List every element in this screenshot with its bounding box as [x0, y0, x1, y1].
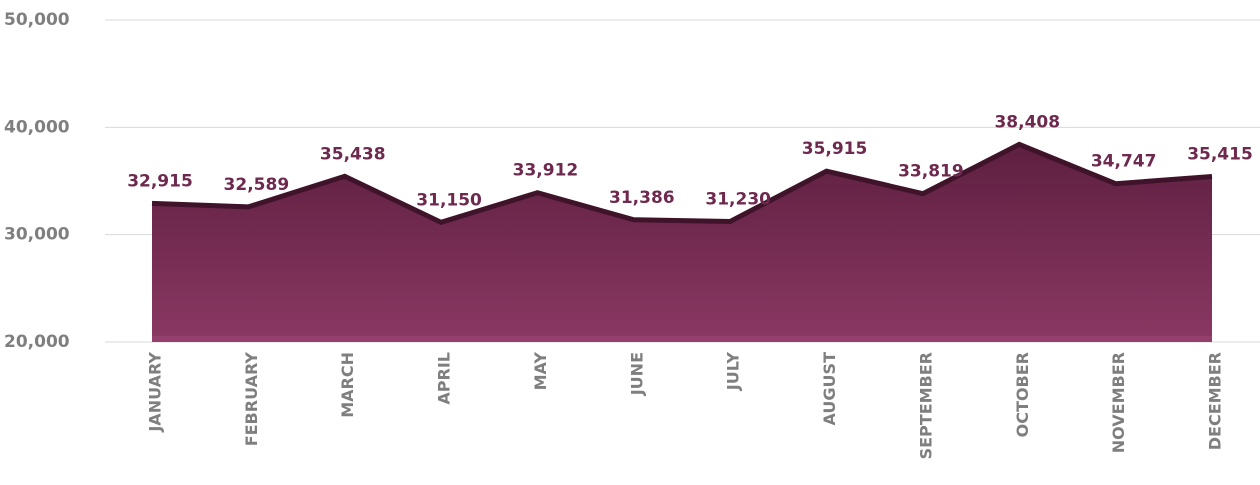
- y-tick-label: 40,000: [4, 117, 70, 137]
- data-label: 35,415: [1187, 145, 1253, 165]
- chart: 20,000 30,000 40,000 50,000 32,915 JANUARY 32,…: [0, 0, 1260, 485]
- x-tick-label: FEBRUARY: [242, 352, 261, 447]
- y-tick-label: 50,000: [4, 10, 70, 30]
- data-label: 31,150: [416, 190, 482, 210]
- area-base: [152, 336, 1212, 342]
- data-label: 35,438: [320, 144, 386, 164]
- x-tick-label: DECEMBER: [1206, 352, 1225, 450]
- data-label: 35,915: [802, 139, 868, 159]
- x-tick-label: JUNE: [627, 352, 646, 396]
- x-tick-label: MARCH: [338, 352, 357, 418]
- data-label: 31,386: [609, 188, 675, 208]
- x-tick-label: AUGUST: [820, 352, 839, 426]
- x-tick-label: JULY: [724, 352, 743, 392]
- data-label: 34,747: [1091, 152, 1157, 172]
- x-tick-label: SEPTEMBER: [916, 352, 935, 459]
- x-tick-label: MAY: [531, 352, 550, 391]
- y-tick-label: 30,000: [4, 225, 70, 245]
- data-label: 33,819: [898, 162, 964, 182]
- x-tick-label: JANUARY: [146, 352, 165, 433]
- data-label: 38,408: [994, 112, 1060, 132]
- data-label: 32,915: [127, 171, 193, 191]
- plot-area: [152, 144, 1212, 342]
- x-tick-label: APRIL: [435, 352, 454, 405]
- x-tick-label: OCTOBER: [1013, 352, 1032, 437]
- y-tick-label: 20,000: [4, 332, 70, 352]
- area: [152, 144, 1212, 342]
- data-label: 31,230: [705, 189, 771, 209]
- data-label: 32,589: [224, 175, 290, 195]
- data-label: 33,912: [513, 161, 579, 181]
- x-tick-label: NOVEMBER: [1109, 352, 1128, 453]
